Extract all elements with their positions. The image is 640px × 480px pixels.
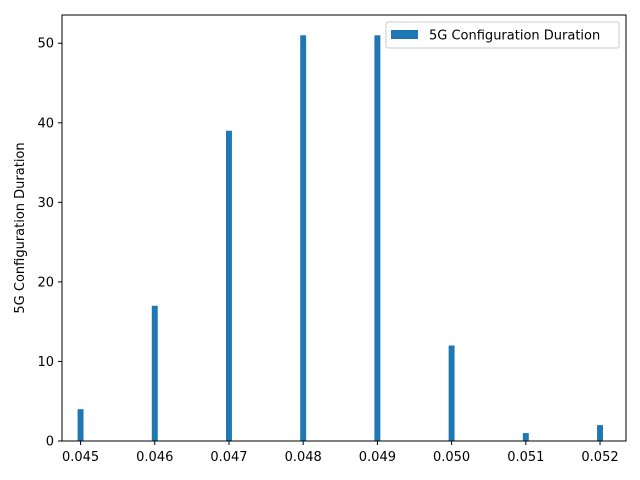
plot-frame bbox=[61, 14, 627, 442]
y-tick-label: 40 bbox=[37, 116, 54, 131]
x-tick-label: 0.045 bbox=[62, 450, 99, 465]
y-tick-label: 10 bbox=[37, 355, 54, 370]
bar-0.045 bbox=[77, 409, 84, 441]
bar-0.052 bbox=[597, 425, 603, 441]
bar-0.051 bbox=[522, 433, 529, 441]
x-tick-label: 0.049 bbox=[359, 450, 396, 465]
x-tick-label: 0.048 bbox=[285, 450, 322, 465]
x-axis: 0.045 0.046 0.047 0.048 0.049 0.050 0.051 0.052 bbox=[62, 441, 619, 465]
x-tick-label: 0.052 bbox=[581, 450, 618, 465]
x-tick-label: 0.051 bbox=[507, 450, 544, 465]
legend-label: 5G Configuration Duration bbox=[429, 29, 600, 44]
y-axis: 0 10 20 30 40 50 bbox=[37, 37, 62, 450]
y-axis-label: 5G Configuration Duration bbox=[13, 142, 28, 313]
x-tick-label: 0.047 bbox=[210, 450, 247, 465]
legend-box bbox=[385, 21, 620, 49]
bar-0.047 bbox=[226, 130, 232, 441]
bars-group bbox=[77, 35, 603, 442]
y-tick-label: 20 bbox=[37, 275, 54, 290]
bar-0.049 bbox=[374, 35, 381, 442]
bar-0.046 bbox=[151, 305, 158, 441]
legend-swatch bbox=[391, 30, 418, 39]
x-tick-label: 0.050 bbox=[433, 450, 470, 465]
y-tick-label: 30 bbox=[37, 196, 54, 211]
y-tick-label: 0 bbox=[46, 435, 54, 450]
y-tick-label: 50 bbox=[37, 37, 54, 52]
x-tick-label: 0.046 bbox=[136, 450, 173, 465]
bar-0.048 bbox=[300, 35, 307, 442]
legend: 5G Configuration Duration bbox=[385, 21, 620, 49]
bar-0.050 bbox=[448, 345, 455, 441]
